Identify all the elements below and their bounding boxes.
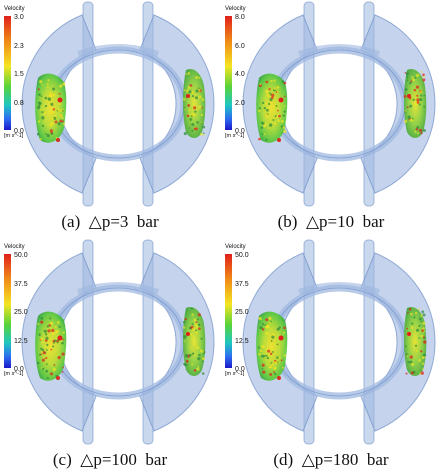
legend-title: Velocity (225, 244, 246, 250)
velocity-legend: Velocity 8.0 6.0 4.0 2.0 0.0 [m s^-1] (225, 6, 265, 138)
velocity-field-right (183, 307, 206, 376)
inner-ring (273, 288, 405, 396)
legend-unit: [m s^-1] (225, 371, 244, 377)
legend-tick-label: 2.0 (235, 100, 245, 107)
legend-tick-label: 6.0 (235, 43, 245, 50)
legend-tick-label: 4.0 (235, 71, 245, 78)
velocity-legend: Velocity 50.0 37.5 25.0 12.5 0.0 [m s^-1] (225, 244, 265, 376)
legend-tick-label: 2.3 (14, 43, 24, 50)
panel-caption: (b) △p=10 bar (221, 212, 441, 232)
legend-unit: [m s^-1] (4, 371, 23, 377)
legend-tick-label: 37.5 (14, 281, 28, 288)
legend-title: Velocity (225, 6, 246, 12)
legend-tick-label: 12.5 (235, 338, 249, 345)
legend-colorbar (225, 254, 232, 368)
panel-a: Velocity 3.0 2.3 1.5 0.8 0.0 [m s^-1] (a) △p=3 … (0, 0, 220, 238)
panel-caption: (d) △p=180 bar (221, 450, 441, 470)
velocity-field-right (183, 69, 205, 138)
legend-tick-label: 8.0 (235, 14, 245, 21)
panel-d: Velocity 50.0 37.5 25.0 12.5 0.0 [m s^-1] (d) △… (221, 238, 441, 476)
legend-colorbar (4, 254, 11, 368)
legend-tick-label: 37.5 (235, 281, 249, 288)
legend-unit: [m s^-1] (225, 133, 244, 139)
legend-tick-label: 50.0 (235, 252, 249, 259)
legend-tick-label: 50.0 (14, 252, 28, 259)
legend-tick-label: 3.0 (14, 14, 24, 21)
inner-ring (273, 50, 405, 158)
inner-ring (52, 288, 184, 396)
panel-b: Velocity 8.0 6.0 4.0 2.0 0.0 [m s^-1] (b) △p=10… (221, 0, 441, 238)
velocity-field-right (404, 69, 427, 138)
legend-tick-label: 25.0 (14, 309, 28, 316)
legend-unit: [m s^-1] (4, 133, 23, 139)
legend-tick-label: 25.0 (235, 309, 249, 316)
panel-caption: (a) △p=3 bar (0, 212, 220, 232)
legend-colorbar (225, 16, 232, 130)
legend-tick-label: 12.5 (14, 338, 28, 345)
inner-ring (52, 50, 184, 158)
panel-c: Velocity 50.0 37.5 25.0 12.5 0.0 [m s^-1] (c) △… (0, 238, 220, 476)
legend-title: Velocity (4, 244, 25, 250)
legend-title: Velocity (4, 6, 25, 12)
legend-tick-label: 1.5 (14, 71, 24, 78)
velocity-legend: Velocity 50.0 37.5 25.0 12.5 0.0 [m s^-1] (4, 244, 44, 376)
panel-caption: (c) △p=100 bar (0, 450, 220, 470)
legend-colorbar (4, 16, 11, 130)
legend-tick-label: 0.8 (14, 100, 24, 107)
velocity-legend: Velocity 3.0 2.3 1.5 0.8 0.0 [m s^-1] (4, 6, 44, 138)
